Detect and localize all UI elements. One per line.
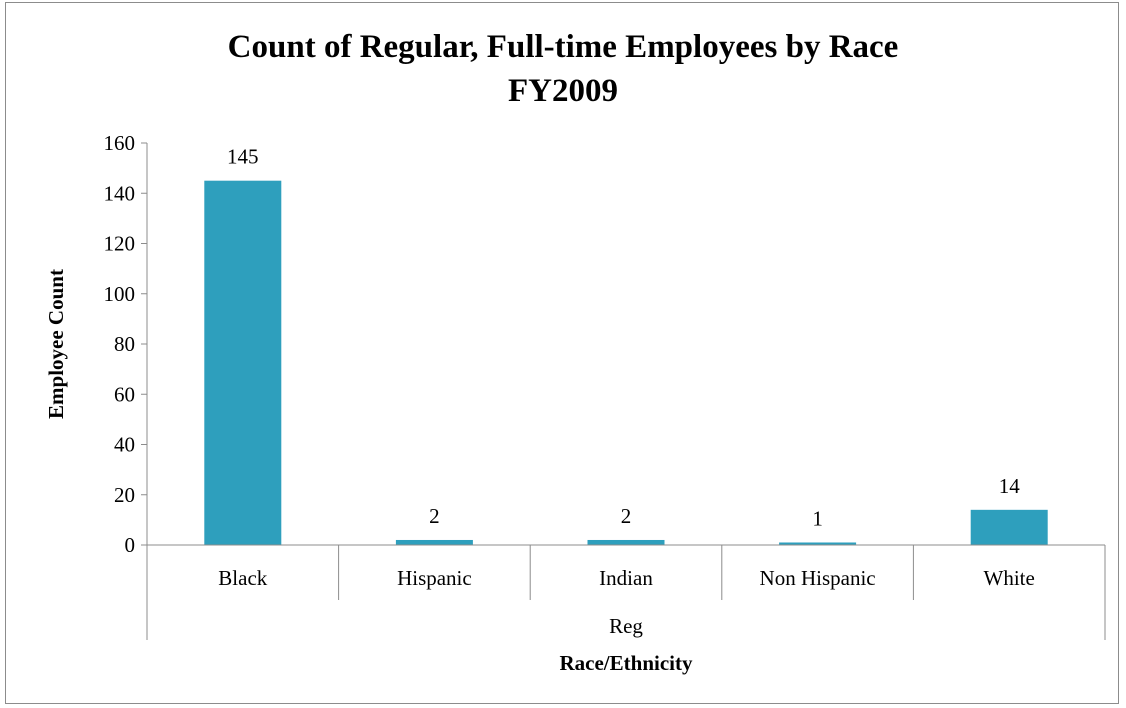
y-tick-label: 100 xyxy=(104,282,136,306)
bar-non-hispanic xyxy=(779,542,857,545)
y-tick-label: 80 xyxy=(114,332,135,356)
y-tick-label: 40 xyxy=(114,433,135,457)
data-label: 2 xyxy=(621,504,632,528)
chart-title-line-1: Count of Regular, Full-time Employees by… xyxy=(228,29,899,65)
chart-area xyxy=(5,2,1119,704)
bar-hispanic xyxy=(395,539,473,545)
y-tick-label: 20 xyxy=(114,483,135,507)
y-tick-label: 120 xyxy=(104,232,136,256)
bar-black xyxy=(204,180,282,545)
x-axis-title: Race/Ethnicity xyxy=(560,651,693,675)
x-category-label: Non Hispanic xyxy=(760,566,876,590)
y-tick-label: 60 xyxy=(114,382,135,406)
y-tick-label: 0 xyxy=(125,533,136,557)
x-category-label: Black xyxy=(218,566,267,590)
y-axis-title: Employee Count xyxy=(44,269,68,419)
x-category-label: Hispanic xyxy=(397,566,472,590)
y-tick-label: 140 xyxy=(104,181,136,205)
data-label: 2 xyxy=(429,504,440,528)
chart-title-line-2: FY2009 xyxy=(508,73,618,109)
x-category-label: Indian xyxy=(599,566,653,590)
data-label: 1 xyxy=(812,506,823,530)
bar-white xyxy=(970,509,1048,545)
y-tick-label: 160 xyxy=(104,131,136,155)
data-label: 14 xyxy=(999,474,1021,498)
bar-indian xyxy=(587,539,665,545)
x-category-label: White xyxy=(984,566,1035,590)
group-label: Reg xyxy=(609,614,643,638)
data-label: 145 xyxy=(227,145,259,169)
